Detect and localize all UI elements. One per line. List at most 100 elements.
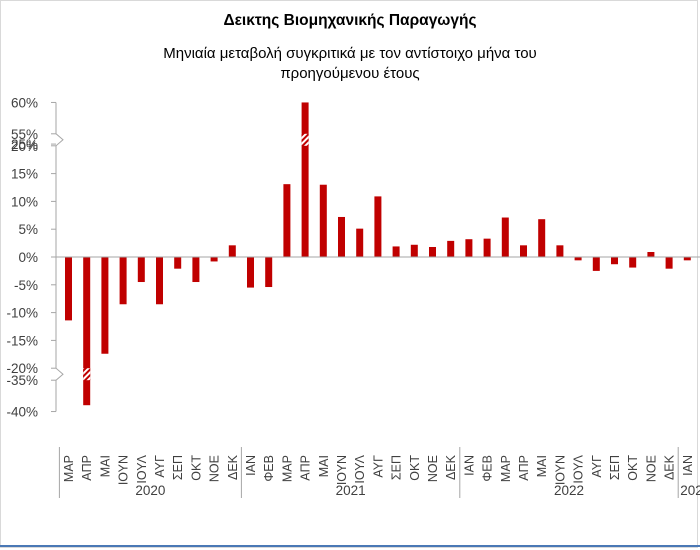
y-tick-label: 55% bbox=[11, 127, 38, 142]
bar bbox=[137, 257, 145, 283]
bar bbox=[374, 196, 382, 257]
bar bbox=[283, 184, 291, 257]
bar bbox=[356, 228, 364, 257]
x-category-label: ΜΑΙ bbox=[98, 455, 112, 477]
x-axis: ΜΑΡ ΑΠΡ ΜΑΙ ΙΟΥΝ ΙΟΥΛ ΑΥΓ ΣΕΠ ΟΚΤ ΝΟΕ ΔΕΚ ΙΑΝ ΦΕΒ ΜΑ… bbox=[56, 256, 700, 498]
y-tick-label: -5% bbox=[14, 278, 38, 293]
x-category-label: ΙΑΝ bbox=[681, 455, 695, 476]
y-tick-label: -40% bbox=[6, 405, 38, 420]
x-category-label: ΔΕΚ bbox=[663, 454, 677, 480]
bar bbox=[629, 257, 637, 268]
bar bbox=[574, 257, 582, 261]
bar bbox=[101, 257, 109, 354]
year-label: 2020 bbox=[135, 483, 165, 498]
year-label: 2022 bbox=[554, 483, 584, 498]
x-category-label: ΙΟΥΝ bbox=[117, 455, 131, 485]
bar bbox=[520, 245, 527, 257]
bar bbox=[538, 219, 546, 257]
x-category-label: ΔΕΚ bbox=[444, 454, 458, 480]
x-category-label: ΙΟΥΝ bbox=[553, 455, 567, 485]
x-category-label: ΑΥΓ bbox=[153, 455, 167, 478]
chart-subtitle-line-2: προηγούμενου έτους bbox=[280, 65, 420, 82]
bar bbox=[247, 257, 254, 288]
bar bbox=[683, 257, 691, 261]
y-tick-label: 25% bbox=[11, 137, 38, 152]
x-category-label: ΜΑΡ bbox=[280, 455, 294, 482]
x-category-label: ΝΟΕ bbox=[426, 455, 440, 482]
bars bbox=[65, 102, 691, 406]
bar bbox=[301, 102, 309, 257]
x-category-label: ΑΠΡ bbox=[299, 455, 313, 481]
bar bbox=[447, 240, 455, 257]
x-category-label: ΙΟΥΛ bbox=[135, 454, 149, 483]
y-tick-label: -10% bbox=[6, 306, 38, 321]
x-category-label: ΟΚΤ bbox=[408, 455, 422, 481]
bar bbox=[192, 257, 200, 283]
x-category-label: ΦΕΒ bbox=[262, 455, 276, 482]
bottom-border bbox=[0, 545, 700, 547]
x-category-label: ΜΑΡ bbox=[62, 455, 76, 482]
y-tick-label: 60% bbox=[11, 95, 38, 110]
bar bbox=[647, 251, 655, 257]
bar bbox=[410, 244, 418, 257]
bar bbox=[611, 257, 618, 265]
chart-title: Δεικτης Βιομηχανικής Παραγωγής bbox=[223, 12, 477, 29]
bar bbox=[592, 257, 600, 271]
y-tick-label: 20% bbox=[11, 139, 38, 154]
chart-subtitle-line-1: Μηνιαία μεταβολή συγκριτικά με τον αντίσ… bbox=[163, 45, 537, 62]
x-category-label: ΜΑΙ bbox=[535, 455, 549, 477]
bar bbox=[429, 246, 436, 257]
x-category-label: ΜΑΙ bbox=[317, 455, 331, 477]
x-category-label: ΣΕΠ bbox=[608, 455, 622, 480]
x-category-label: ΣΕΠ bbox=[171, 455, 185, 480]
y-axis: 60% 55%25%20% 15% 10% 5% 0% -5% -10% -15% -20%-35… bbox=[6, 95, 64, 420]
bar bbox=[265, 257, 273, 288]
year-label: 202 bbox=[680, 483, 700, 498]
bar bbox=[338, 216, 345, 257]
x-category-label: ΙΑΝ bbox=[462, 455, 476, 476]
y-tick-label: -35% bbox=[6, 373, 38, 388]
bar bbox=[156, 257, 163, 305]
bar-break-hatch bbox=[301, 133, 309, 146]
bar bbox=[465, 239, 473, 257]
bar bbox=[319, 184, 327, 257]
x-category-label: ΟΚΤ bbox=[189, 455, 203, 481]
bar bbox=[228, 245, 236, 257]
bar bbox=[65, 257, 72, 321]
bar bbox=[119, 257, 127, 305]
x-category-label: ΑΥΓ bbox=[590, 455, 604, 478]
bar-break-hatch bbox=[83, 368, 91, 381]
y-tick-label: 0% bbox=[18, 250, 38, 265]
y-tick-label: 5% bbox=[18, 222, 38, 237]
x-category-label: ΦΕΒ bbox=[481, 455, 495, 482]
x-category-label: ΜΑΡ bbox=[499, 455, 513, 482]
x-category-label: ΙΟΥΛ bbox=[572, 454, 586, 483]
x-category-label: ΣΕΠ bbox=[390, 455, 404, 480]
y-tick-label: 15% bbox=[11, 167, 38, 182]
x-category-label: ΝΟΕ bbox=[644, 455, 658, 482]
y-tick-label: 10% bbox=[11, 194, 38, 209]
y-tick-label: -20% bbox=[6, 361, 38, 376]
x-category-label: ΟΚΤ bbox=[626, 455, 640, 481]
x-category-label: ΙΑΝ bbox=[244, 455, 258, 476]
y-tick-label: -15% bbox=[6, 333, 38, 348]
bar bbox=[556, 245, 564, 257]
x-category-label: ΑΠΡ bbox=[80, 455, 94, 481]
bar bbox=[83, 257, 91, 406]
x-category-label: ΑΠΡ bbox=[517, 455, 531, 481]
x-category-label: ΑΥΓ bbox=[371, 455, 385, 478]
x-category-label: ΝΟΕ bbox=[208, 455, 222, 482]
bar bbox=[392, 246, 400, 257]
chart-subtitle: Μηνιαία μεταβολή συγκριτικά με τον αντίσ… bbox=[163, 44, 537, 84]
x-category-label: ΙΟΥΝ bbox=[335, 455, 349, 485]
x-category-label: ΔΕΚ bbox=[226, 454, 240, 480]
bar bbox=[665, 257, 673, 269]
bar bbox=[501, 217, 509, 257]
bar bbox=[483, 238, 491, 257]
year-label: 2021 bbox=[336, 483, 366, 498]
bar bbox=[210, 257, 218, 262]
x-category-label: ΙΟΥΛ bbox=[353, 454, 367, 483]
bar bbox=[174, 257, 182, 269]
